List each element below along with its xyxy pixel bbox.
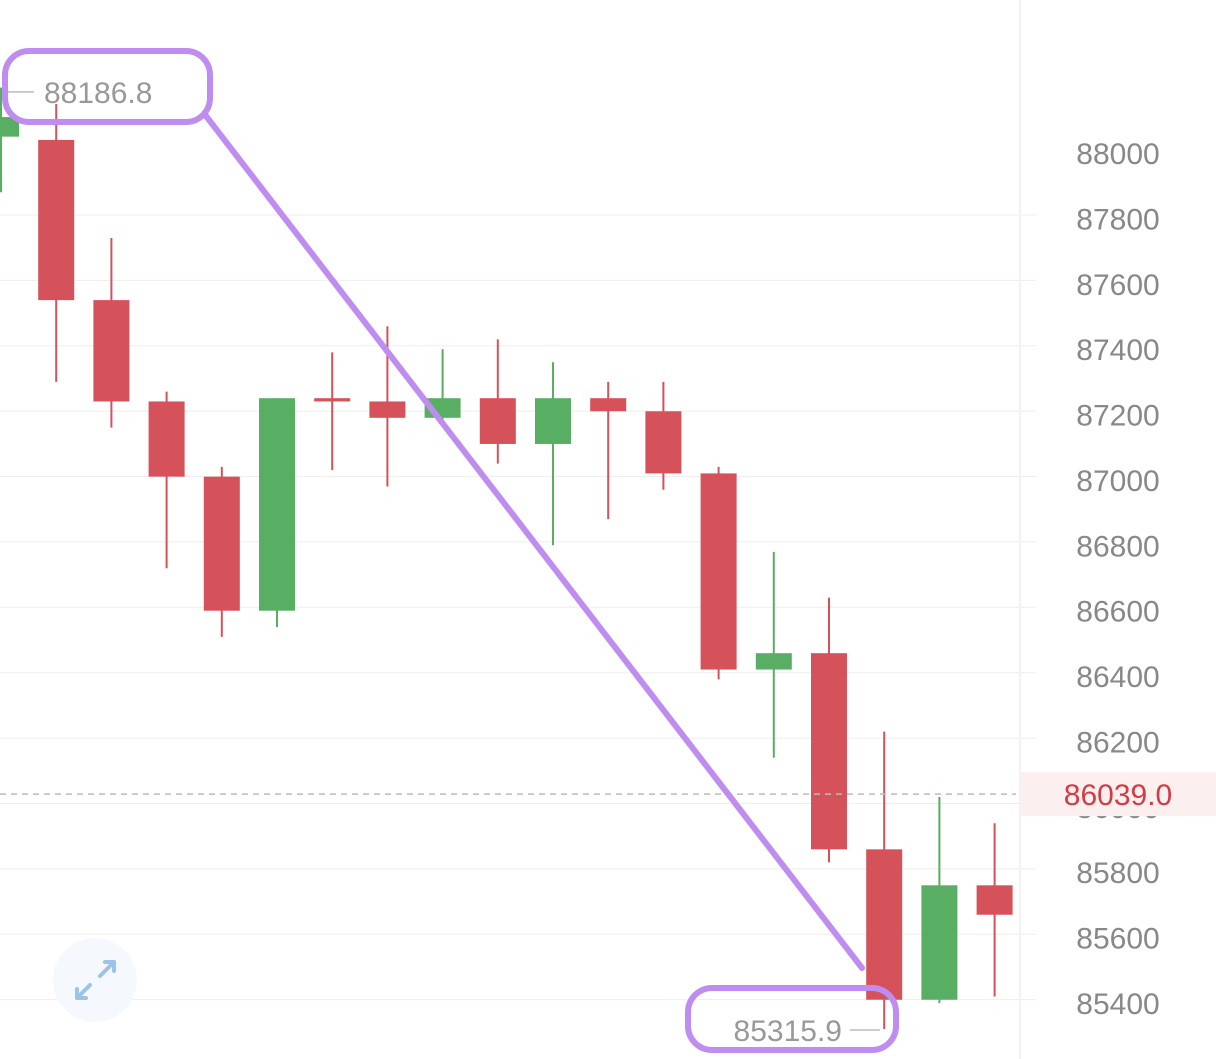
candle <box>93 238 130 428</box>
y-tick-label: 87000 <box>1076 465 1159 498</box>
annotation-high-circle <box>2 48 213 125</box>
candle <box>755 551 792 758</box>
annotation-trend-line <box>203 113 865 971</box>
candle-body <box>755 653 792 670</box>
candle-body <box>259 398 295 611</box>
y-tick-label: 86200 <box>1076 726 1159 759</box>
candle-body <box>148 401 185 477</box>
candle <box>645 381 682 490</box>
candle-body <box>590 398 627 412</box>
candle <box>811 597 847 863</box>
y-tick-label: 86800 <box>1076 530 1159 563</box>
candle <box>921 797 958 1003</box>
candle-body <box>921 885 958 1000</box>
candle-body <box>811 653 847 850</box>
candle-body <box>535 398 571 444</box>
candle <box>535 362 571 546</box>
candle <box>590 381 627 520</box>
candle <box>479 339 516 464</box>
y-tick-label: 85400 <box>1076 988 1159 1021</box>
y-tick-label: 87600 <box>1076 269 1159 302</box>
candle <box>0 87 19 193</box>
candle <box>700 466 737 680</box>
y-tick-label: 85600 <box>1076 923 1159 956</box>
price-axis: 88000 87800 87600 87400 87200 87000 86800 86600… <box>1076 138 1159 1021</box>
last-price-label: 86039.0 <box>1064 779 1172 812</box>
candle-body <box>976 885 1013 915</box>
expand-arrows-icon[interactable] <box>53 938 137 1022</box>
candle-body <box>700 473 737 670</box>
low-price-marker: 85315.9 <box>734 1015 842 1048</box>
y-tick-label: 87800 <box>1076 203 1159 236</box>
grid-lines <box>0 214 1036 1001</box>
candles <box>0 87 1013 1030</box>
last-price-label-background <box>1021 772 1216 817</box>
candle-body <box>645 411 682 474</box>
y-tick-label: 86400 <box>1076 661 1159 694</box>
candle-body <box>203 476 240 611</box>
candle-body <box>93 300 130 402</box>
candle-body <box>0 117 19 137</box>
candle-body <box>479 398 516 444</box>
candle <box>976 823 1013 997</box>
y-tick-label: 85800 <box>1076 857 1159 890</box>
annotation-low-circle <box>685 985 899 1053</box>
candle <box>148 391 185 569</box>
y-tick-label: 87200 <box>1076 400 1159 433</box>
y-tick-label: 88000 <box>1076 138 1159 171</box>
candle <box>866 731 903 1030</box>
high-price-marker: 88186.8 <box>44 77 152 110</box>
candle-body <box>866 849 903 1000</box>
candle <box>259 398 295 628</box>
candle <box>314 352 351 471</box>
y-tick-label: 86600 <box>1076 596 1159 629</box>
candle <box>38 103 75 382</box>
candle-body <box>38 139 75 301</box>
candle <box>203 466 240 637</box>
candle-body <box>314 398 351 402</box>
candle-body <box>369 401 406 418</box>
y-tick-label: 87400 <box>1076 334 1159 367</box>
